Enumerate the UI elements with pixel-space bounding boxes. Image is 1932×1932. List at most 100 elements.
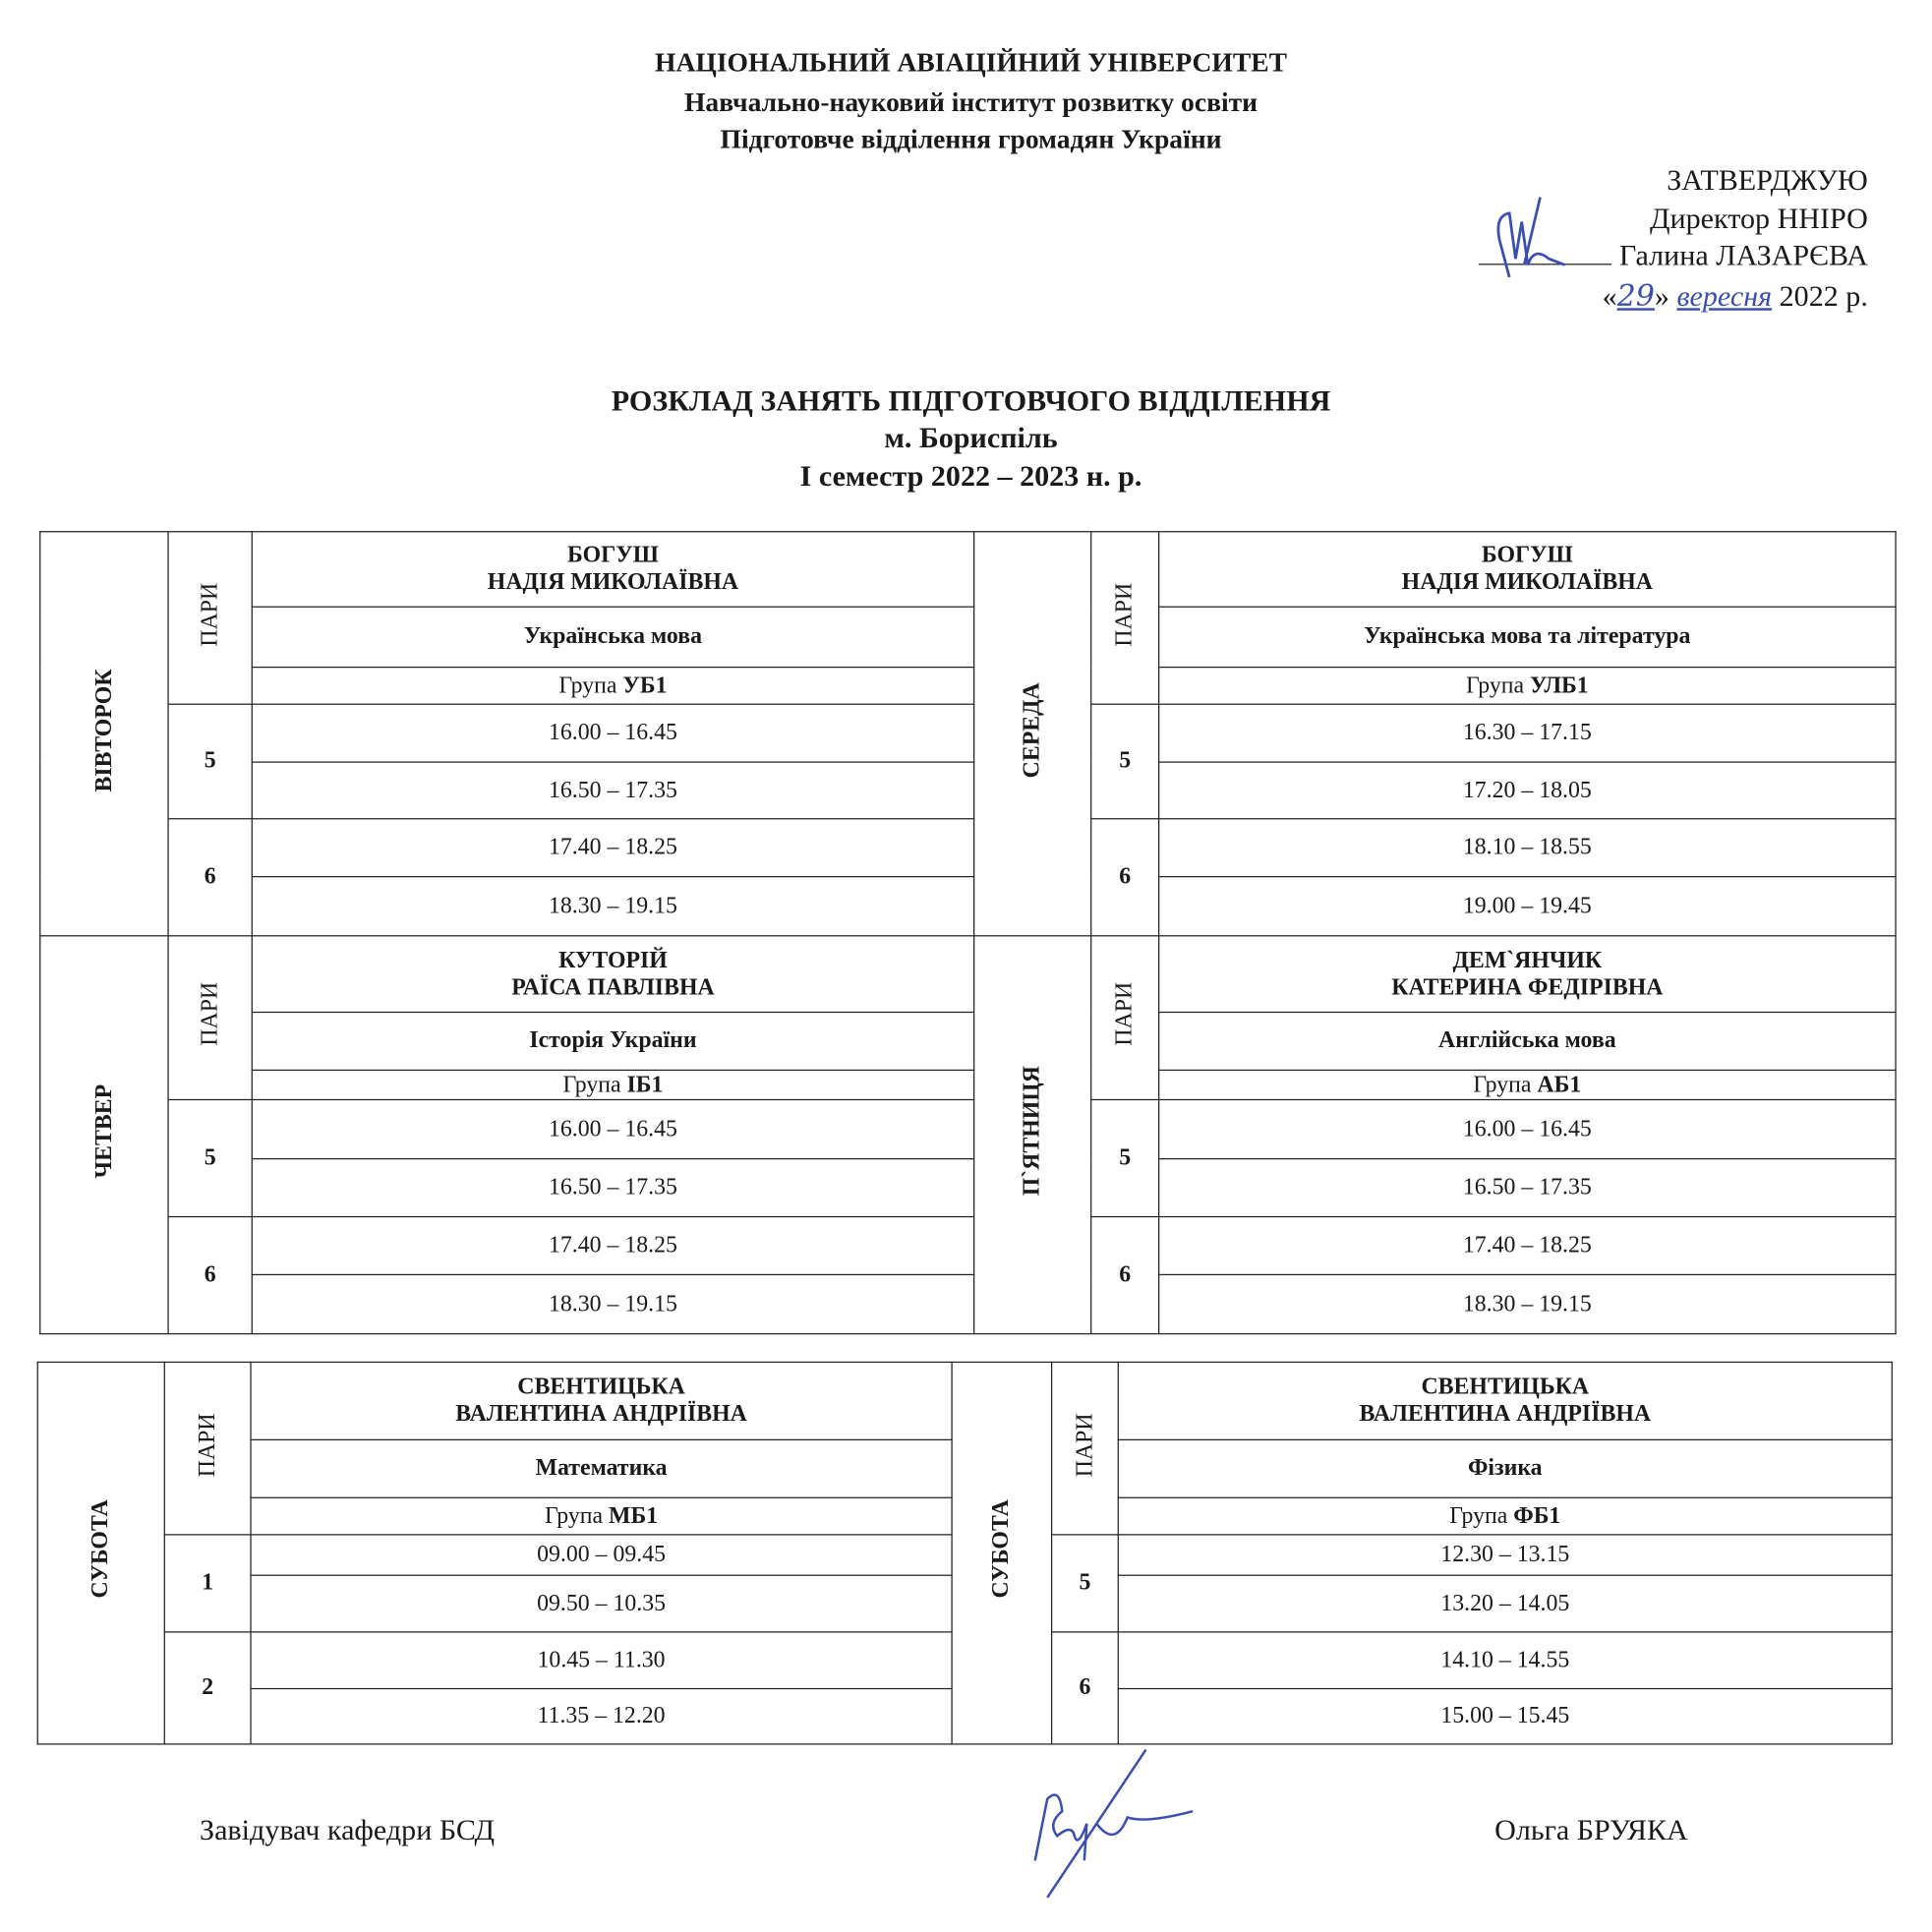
group-code: УБ1 xyxy=(622,672,668,698)
schedule-city: м. Бориспіль xyxy=(884,422,1058,455)
subject-cell: Фізика xyxy=(1117,1438,1893,1498)
date-month: вересня xyxy=(1676,280,1773,314)
footer-name: Ольга БРУЯКА xyxy=(1494,1814,1688,1847)
group-prefix: Група xyxy=(544,1502,604,1529)
table-row: СУБОТА ПАРИ СВЕНТИЦЬКА ВАЛЕНТИНА АНДРІЇВНА С… xyxy=(36,1361,1893,1745)
lesson-time-cell: 11.35 – 12.20 xyxy=(250,1687,953,1745)
weekday-schedule-table: ВІВТОРОК ПАРИ БОГУШ НАДІЯ МИКОЛАЇВНА СЕРЕДА П… xyxy=(39,531,1897,1335)
director-signature xyxy=(1496,197,1566,278)
pair-number-cell: 5 xyxy=(1090,1098,1160,1218)
table-row: Група МБ1 Група ФБ1 xyxy=(37,1496,1893,1536)
table-row: ВІВТОРОК ПАРИ БОГУШ НАДІЯ МИКОЛАЇВНА СЕРЕДА П… xyxy=(39,531,1897,937)
pairs-label: ПАРИ xyxy=(1071,1412,1097,1477)
group-cell: Група ФБ1 xyxy=(1117,1496,1893,1536)
university-name: НАЦІОНАЛЬНИЙ АВІАЦІЙНИЙ УНІВЕРСИТЕТ xyxy=(655,46,1288,78)
teacher-surname: СВЕНТИЦЬКА xyxy=(1421,1374,1590,1400)
day-label: П`ЯТНИЦЯ xyxy=(1019,1066,1045,1197)
lesson-time-cell: 18.30 – 19.15 xyxy=(251,876,975,937)
lesson-time-cell: 16.30 – 17.15 xyxy=(1158,703,1897,763)
table-row: Математика Фізика xyxy=(37,1438,1893,1498)
pairs-label: ПАРИ xyxy=(194,1412,220,1477)
lesson-time-cell: 16.50 – 17.35 xyxy=(251,761,975,820)
pairs-header-cell: ПАРИ xyxy=(167,935,253,1101)
pair-number-cell: 6 xyxy=(1090,818,1160,937)
lesson-time-cell: 14.10 – 14.55 xyxy=(1117,1631,1893,1690)
quote-open: « xyxy=(1602,280,1617,314)
teacher-cell: БОГУШ НАДІЯ МИКОЛАЇВНА xyxy=(251,531,975,608)
subject-cell: Англійська мова xyxy=(1158,1011,1897,1072)
lesson-time-cell: 16.00 – 16.45 xyxy=(251,703,975,763)
pairs-label: ПАРИ xyxy=(196,582,223,647)
group-cell: Група УЛБ1 xyxy=(1158,666,1897,705)
subject-cell: Українська мова xyxy=(251,606,975,669)
pair-number-cell: 5 xyxy=(1050,1534,1119,1633)
lesson-time-cell: 17.40 – 18.25 xyxy=(1158,1215,1897,1276)
teacher-given-names: ВАЛЕНТИНА АНДРІЇВНА xyxy=(1359,1400,1652,1428)
lesson-time-cell: 18.30 – 19.15 xyxy=(1158,1273,1897,1335)
subject-cell: Математика xyxy=(250,1438,953,1498)
group-cell: Група ІБ1 xyxy=(251,1069,975,1101)
group-cell: Група АБ1 xyxy=(1158,1069,1897,1101)
pair-number-cell: 6 xyxy=(167,1215,253,1335)
lesson-time-cell: 16.00 – 16.45 xyxy=(251,1098,975,1160)
table-row: Група УБ1 Група УЛБ1 xyxy=(40,666,1897,705)
pair-number-cell: 1 xyxy=(163,1534,252,1633)
table-row: 18.30 – 19.15 19.00 – 19.45 xyxy=(40,876,1897,937)
schedule-semester: І семестр 2022 – 2023 н. р. xyxy=(799,460,1142,494)
teacher-given-names: ВАЛЕНТИНА АНДРІЇВНА xyxy=(455,1400,747,1428)
pair-number-cell: 6 xyxy=(167,818,253,937)
teacher-surname: ДЕМ`ЯНЧИК xyxy=(1452,947,1603,973)
teacher-cell: КУТОРІЙ РАЇСА ПАВЛІВНА xyxy=(251,935,975,1014)
lesson-time-cell: 17.20 – 18.05 xyxy=(1158,761,1897,820)
pairs-header-cell: ПАРИ xyxy=(163,1361,252,1536)
lesson-time-cell: 16.50 – 17.35 xyxy=(1158,1158,1897,1218)
teacher-cell: СВЕНТИЦЬКА ВАЛЕНТИНА АНДРІЇВНА xyxy=(250,1361,953,1440)
group-prefix: Група xyxy=(1465,672,1525,698)
teacher-surname: БОГУШ xyxy=(1481,542,1573,568)
pairs-header-cell: ПАРИ xyxy=(1050,1361,1119,1536)
table-row: 18.30 – 19.15 18.30 – 19.15 xyxy=(40,1273,1897,1335)
approval-label: ЗАТВЕРДЖУЮ xyxy=(1667,164,1868,198)
approval-date: «29» вересня 2022 р. xyxy=(1603,278,1868,314)
lesson-time-cell: 16.50 – 17.35 xyxy=(251,1158,975,1218)
pair-number-cell: 6 xyxy=(1090,1215,1160,1335)
day-cell: П`ЯТНИЦЯ xyxy=(973,935,1092,1335)
day-cell: СУБОТА xyxy=(36,1361,165,1745)
group-prefix: Група xyxy=(1473,1071,1532,1097)
head-signature xyxy=(1033,1748,1194,1899)
footer-position: Завідувач кафедри БСД xyxy=(200,1814,495,1847)
lesson-time-cell: 16.00 – 16.45 xyxy=(1158,1098,1897,1160)
pairs-header-cell: ПАРИ xyxy=(1090,531,1160,705)
group-cell: Група МБ1 xyxy=(250,1496,953,1536)
group-code: АБ1 xyxy=(1537,1071,1582,1097)
pair-number-cell: 6 xyxy=(1050,1631,1119,1745)
pair-number-cell: 2 xyxy=(163,1631,252,1745)
table-row: 16.50 – 17.35 17.20 – 18.05 xyxy=(40,761,1897,820)
quote-close: » xyxy=(1654,280,1669,314)
teacher-cell: БОГУШ НАДІЯ МИКОЛАЇВНА xyxy=(1158,531,1897,608)
saturday-schedule-table: СУБОТА ПАРИ СВЕНТИЦЬКА ВАЛЕНТИНА АНДРІЇВНА С… xyxy=(36,1361,1893,1745)
teacher-cell: СВЕНТИЦЬКА ВАЛЕНТИНА АНДРІЇВНА xyxy=(1117,1361,1893,1440)
group-code: ІБ1 xyxy=(626,1071,664,1097)
day-cell: СЕРЕДА xyxy=(973,531,1092,937)
lesson-time-cell: 17.40 – 18.25 xyxy=(251,818,975,878)
table-row: 1 09.00 – 09.45 5 12.30 – 13.15 xyxy=(37,1534,1893,1633)
day-cell: СУБОТА xyxy=(951,1361,1053,1745)
institute-name: Навчально-науковий інститут розвитку осв… xyxy=(683,86,1259,118)
teacher-surname: КУТОРІЙ xyxy=(558,947,668,973)
lesson-time-cell: 17.40 – 18.25 xyxy=(251,1215,975,1276)
date-day: 29 xyxy=(1616,278,1655,314)
pair-number-cell: 5 xyxy=(167,703,253,820)
table-row: Українська мова Українська мова та літера… xyxy=(40,606,1897,669)
subject-cell: Українська мова та література xyxy=(1158,606,1897,669)
department-name: Підготовче відділення громадян України xyxy=(720,123,1222,154)
group-code: МБ1 xyxy=(609,1502,659,1529)
lesson-time-cell: 19.00 – 19.45 xyxy=(1158,876,1897,937)
group-prefix: Група xyxy=(558,672,617,698)
teacher-given-names: НАДІЯ МИКОЛАЇВНА xyxy=(487,568,739,596)
teacher-cell: ДЕМ`ЯНЧИК КАТЕРИНА ФЕДІРІВНА xyxy=(1158,935,1897,1014)
day-cell: ЧЕТВЕР xyxy=(39,935,169,1335)
table-row: ЧЕТВЕР ПАРИ КУТОРІЙ РАЇСА ПАВЛІВНА П`ЯТНИЦЯ П… xyxy=(39,935,1897,1335)
schedule-title: РОЗКЛАД ЗАНЯТЬ ПІДГОТОВЧОГО ВІДДІЛЕННЯ xyxy=(611,385,1331,418)
group-prefix: Група xyxy=(1449,1502,1508,1529)
